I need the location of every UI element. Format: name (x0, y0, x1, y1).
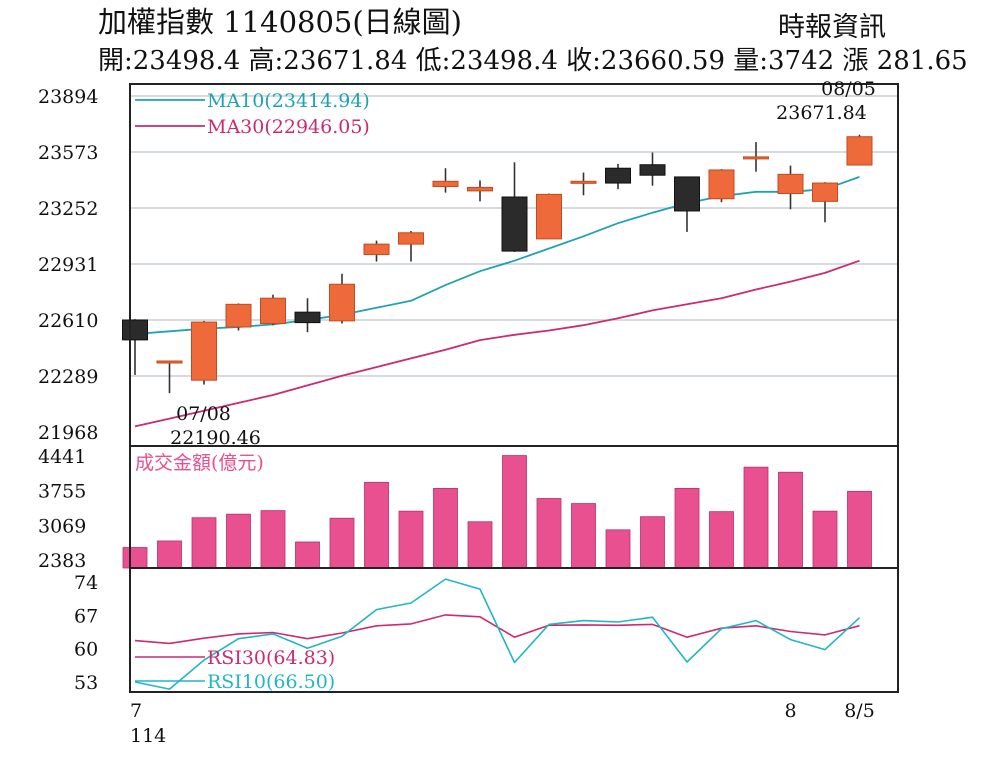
volume-bar (778, 471, 803, 569)
volume-bar (571, 503, 596, 569)
axes (129, 83, 899, 693)
price-tick-label: 22610 (38, 310, 98, 332)
ma10-line (134, 176, 860, 335)
rsi-tick-label: 67 (74, 605, 98, 627)
volume-bar (709, 511, 734, 569)
volume-bar (398, 510, 424, 569)
candle-body (225, 303, 252, 328)
candle-body (398, 232, 424, 245)
ma10-legend-label: MA10(23414.94) (207, 90, 370, 112)
x-axis-label: 8/5 (844, 700, 875, 722)
volume-bar (743, 466, 769, 569)
candle-body (329, 283, 355, 322)
candle-body (812, 182, 838, 202)
chart-title: 加權指數 1140805(日線圖) (98, 5, 463, 39)
rsi-tick-label: 53 (74, 672, 98, 694)
candle-body (674, 176, 700, 212)
volume-bar (640, 516, 665, 569)
rsi30-line (134, 614, 860, 645)
candle-body (777, 173, 804, 195)
candle-body (536, 193, 562, 240)
volume-tick-label: 3755 (38, 481, 86, 503)
source-label: 時報資訊 (778, 12, 886, 43)
volume-bar (467, 521, 493, 569)
rsi10-legend-label: RSI10(66.50) (207, 671, 335, 693)
candle-body (467, 186, 493, 192)
volume-tick-label: 4441 (38, 446, 86, 468)
rsi30-legend-label: RSI30(64.83) (207, 647, 335, 669)
candle-body (122, 319, 148, 341)
x-axis-label: 114 (130, 725, 166, 747)
rsi-tick-label: 60 (74, 639, 98, 661)
volume-bar (433, 487, 458, 569)
annotation-value: 23671.84 (776, 102, 867, 124)
candle-body (363, 243, 390, 256)
candle-body (501, 196, 528, 252)
volume-bar (812, 510, 838, 569)
annotation-value: 22190.46 (170, 427, 261, 449)
price-panel (122, 134, 873, 428)
volume-bar (674, 487, 700, 569)
rsi-panel (134, 578, 861, 690)
price-tick-label: 21968 (38, 422, 98, 444)
candle-body (260, 297, 286, 324)
volume-bar (260, 510, 286, 569)
candle-body (708, 169, 735, 200)
candle-body (156, 360, 183, 364)
volume-bar (295, 541, 320, 569)
volume-bar (502, 455, 527, 569)
annotation-date: 07/08 (176, 403, 231, 425)
candle-body (570, 180, 597, 184)
candle-body (294, 311, 321, 324)
volume-bar (847, 490, 872, 569)
chart-frame (129, 83, 899, 693)
ma30-legend-label: MA30(22946.05) (207, 116, 370, 138)
candle-body (191, 321, 217, 381)
volume-bar (329, 517, 355, 569)
ma30-line (134, 259, 860, 428)
x-axis-label: 7 (130, 700, 142, 722)
volume-bar (536, 498, 562, 569)
price-tick-label: 23252 (38, 198, 98, 220)
candle-body (605, 167, 631, 184)
volume-tick-label: 3069 (38, 515, 86, 537)
price-tick-label: 23573 (38, 142, 98, 164)
volume-bar (191, 517, 217, 569)
volume-title: 成交金額(億元) (135, 452, 264, 474)
labels: 21968 22289 22610 22931 23252 23573 23894 2383 3… (38, 78, 876, 747)
candle-body (846, 136, 873, 166)
x-axis-label: 8 (784, 700, 796, 722)
annotation-date: 08/05 (821, 78, 876, 100)
candle-body (432, 180, 459, 188)
rsi10-line (134, 578, 861, 690)
candle-body (639, 164, 666, 176)
volume-bar (226, 513, 251, 569)
price-tick-label: 22289 (38, 366, 98, 388)
price-tick-label: 22931 (38, 254, 98, 276)
ohlc-summary: 開:23498.4 高:23671.84 低:23498.4 收:23660.5… (98, 46, 968, 76)
price-tick-label: 23894 (38, 86, 98, 108)
volume-bar (157, 540, 182, 569)
candle-body (743, 156, 769, 160)
rsi-tick-label: 74 (74, 572, 98, 594)
volume-bar (364, 481, 389, 569)
volume-tick-label: 2383 (38, 550, 86, 572)
volume-bar (122, 547, 148, 569)
volume-bar (605, 529, 631, 569)
